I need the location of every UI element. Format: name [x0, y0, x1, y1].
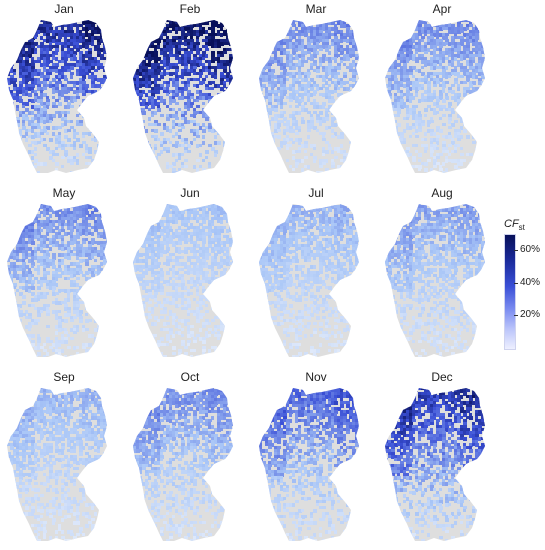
- legend-title: CFst: [504, 218, 525, 232]
- month-panel-jan: Jan: [4, 2, 124, 180]
- germany-map-mar: [259, 20, 359, 173]
- month-label: Apr: [432, 2, 452, 16]
- legend-tick-mark: [514, 250, 518, 252]
- germany-map-jul: [259, 204, 359, 357]
- month-panel-sep: Sep: [4, 370, 124, 548]
- legend-tick-label: 20%: [520, 309, 541, 321]
- legend-tick-label: 40%: [520, 276, 541, 288]
- month-panel-jul: Jul: [256, 186, 376, 364]
- month-label: May: [52, 186, 76, 200]
- germany-map-may: [7, 204, 107, 357]
- month-label: Sep: [53, 370, 75, 384]
- capacity-factor-cells: [385, 20, 485, 173]
- germany-map-nov: [259, 388, 359, 541]
- germany-map-oct: [133, 388, 233, 541]
- month-label: Nov: [305, 370, 327, 384]
- germany-map-feb: [133, 20, 233, 173]
- month-label: Jun: [180, 186, 200, 200]
- germany-map-dec: [385, 388, 485, 541]
- germany-map-jan: [7, 20, 107, 173]
- legend-colorbar: [504, 234, 516, 350]
- colorbar-legend: CFst 60% 40% 20%: [500, 218, 545, 353]
- month-panel-jun: Jun: [130, 186, 250, 364]
- month-panel-aug: Aug: [382, 186, 502, 364]
- month-panel-dec: Dec: [382, 370, 502, 548]
- month-label: Dec: [431, 370, 453, 384]
- month-label: Jan: [54, 2, 74, 16]
- legend-tick-label: 60%: [520, 244, 541, 256]
- germany-map-aug: [385, 204, 485, 357]
- legend-tick-mark: [514, 282, 518, 284]
- month-panel-nov: Nov: [256, 370, 376, 548]
- legend-tick-mark: [514, 315, 518, 317]
- month-label: Feb: [179, 2, 201, 16]
- month-panel-mar: Mar: [256, 2, 376, 180]
- month-label: Oct: [180, 370, 200, 384]
- month-panel-feb: Feb: [130, 2, 250, 180]
- month-label: Jul: [308, 186, 324, 200]
- germany-map-jun: [133, 204, 233, 357]
- legend-title-main: CF: [504, 218, 519, 230]
- month-panel-oct: Oct: [130, 370, 250, 548]
- legend-title-sub: st: [518, 223, 525, 233]
- month-panel-apr: Apr: [382, 2, 502, 180]
- month-label: Aug: [431, 186, 453, 200]
- month-panel-may: May: [4, 186, 124, 364]
- capacity-factor-cells: [133, 204, 233, 357]
- month-label: Mar: [305, 2, 327, 16]
- germany-map-apr: [385, 20, 485, 173]
- germany-map-sep: [7, 388, 107, 541]
